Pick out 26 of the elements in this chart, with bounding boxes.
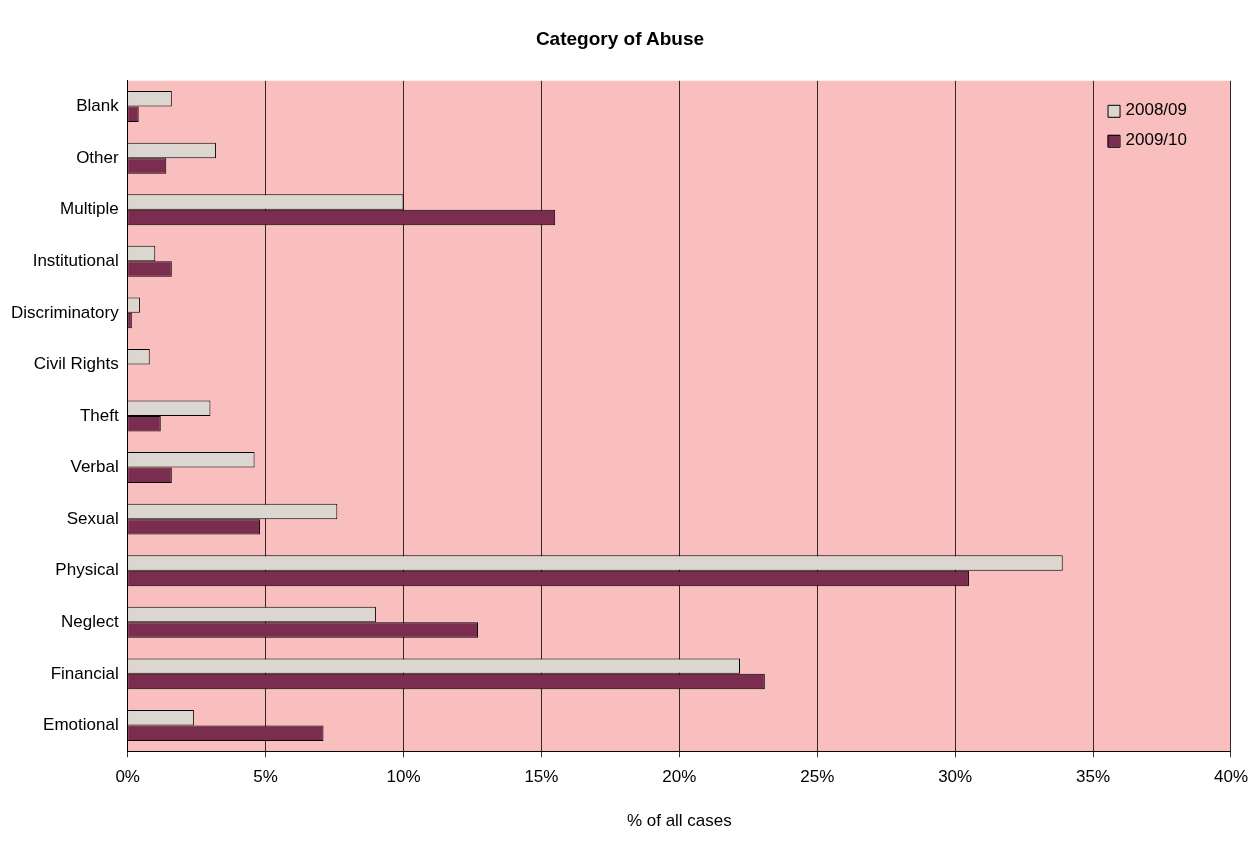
legend-label: 2008/09: [1125, 100, 1187, 120]
x-tick-label: 40%: [1213, 767, 1248, 787]
x-tick-label: 10%: [386, 767, 421, 787]
x-tick-label: 5%: [253, 767, 278, 787]
x-tick-label: 35%: [1076, 767, 1111, 787]
y-tick-label: Civil Rights: [33, 354, 119, 374]
y-tick-label: Financial: [50, 663, 119, 683]
x-tick-label: 0%: [115, 767, 140, 787]
legend-label: 2009/10: [1125, 130, 1187, 150]
x-tick-label: 15%: [524, 767, 559, 787]
y-tick-label: Physical: [55, 560, 119, 580]
chart-title: Category of Abuse: [535, 27, 705, 49]
y-tick-label: Institutional: [32, 250, 119, 270]
y-tick-label: Sexual: [66, 508, 119, 528]
y-tick-label: Neglect: [61, 611, 119, 631]
y-tick-label: Verbal: [70, 457, 119, 477]
y-tick-label: Other: [76, 147, 119, 167]
y-tick-label: Blank: [76, 96, 120, 116]
x-axis-title: % of all cases: [626, 811, 732, 831]
x-tick-label: 30%: [938, 767, 973, 787]
x-tick-label: 25%: [800, 767, 835, 787]
x-tick-label: 20%: [662, 767, 697, 787]
y-tick-label: Theft: [79, 405, 119, 425]
y-tick-label: Discriminatory: [10, 302, 120, 322]
y-tick-label: Multiple: [60, 199, 119, 219]
y-tick-label: Emotional: [43, 715, 119, 735]
